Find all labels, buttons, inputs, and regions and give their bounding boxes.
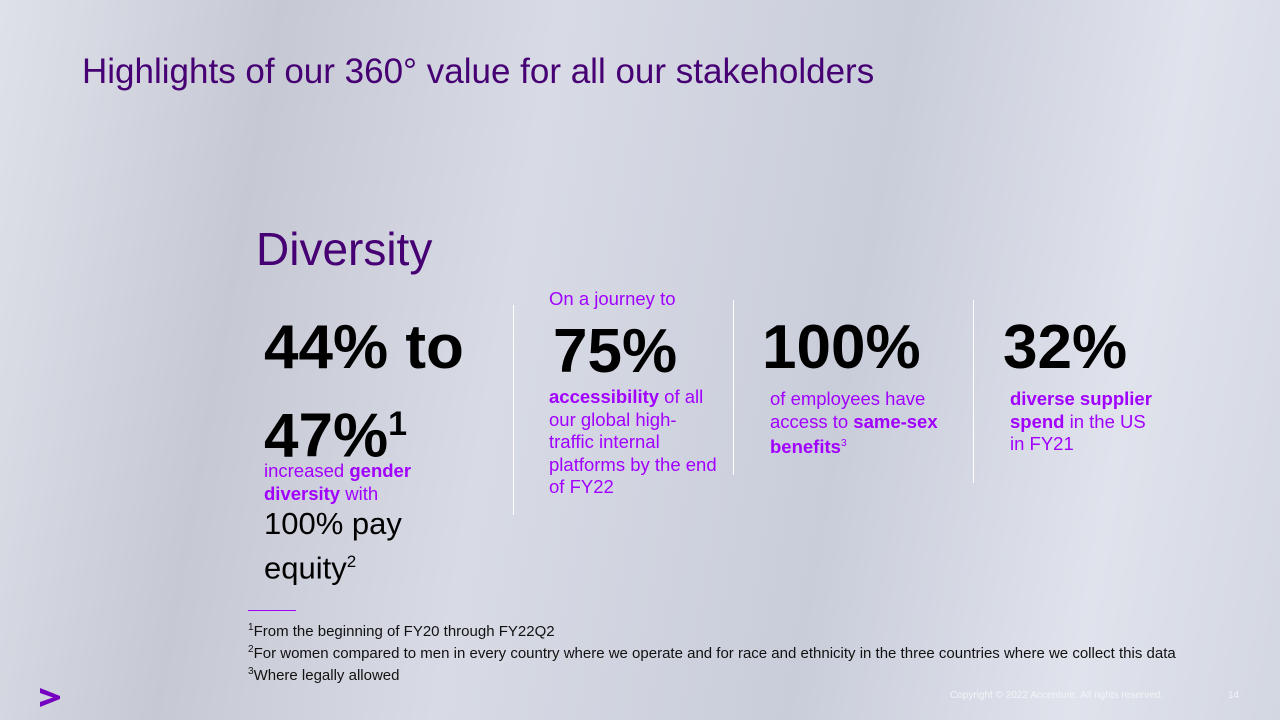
- logo: [40, 688, 60, 707]
- footnote: 3Where legally allowed: [248, 663, 1176, 685]
- stat-text: diverse supplier spend in the US in FY21: [1010, 388, 1160, 456]
- text: in the US in FY21: [1010, 410, 1146, 455]
- footnote-ref: 2: [346, 552, 357, 571]
- slide-title: Highlights of our 360° value for all our…: [82, 52, 875, 91]
- extra-text: 100% pay equity: [264, 506, 402, 586]
- stat-figure: 75%: [553, 314, 723, 390]
- stat-intro: On a journey to: [549, 288, 676, 309]
- figure-text: 44% to 47%: [264, 313, 464, 471]
- stat-extra: 100% pay equity2: [264, 505, 434, 587]
- stat-text: increased gender diversity with 100% pay …: [264, 460, 484, 587]
- text: with: [340, 482, 379, 504]
- stat-text: of employees have access to same-sex ben…: [770, 388, 955, 459]
- stat-figure: 44% to 47%1: [264, 310, 494, 475]
- divider: [733, 300, 734, 475]
- copyright: Copyright © 2022 Accenture. All rights r…: [950, 690, 1164, 701]
- footnote-text: Where legally allowed: [253, 667, 400, 684]
- text: increased: [264, 460, 350, 481]
- section-title: Diversity: [256, 223, 433, 275]
- footnote-mark: 1: [248, 622, 254, 633]
- divider: [513, 305, 514, 515]
- figure-text: 32%: [1003, 313, 1128, 382]
- highlight: diverse supplier spend: [1010, 388, 1152, 432]
- figure-text: 100%: [762, 313, 921, 382]
- figure-text: 75%: [553, 317, 678, 386]
- footnote-ref: 1: [388, 405, 408, 443]
- footnote-rule: [248, 610, 296, 611]
- text: of all our global high-traffic internal …: [549, 386, 717, 497]
- divider: [973, 300, 974, 483]
- page-number: 14: [1228, 690, 1240, 701]
- footnotes: 1From the beginning of FY20 through FY22…: [248, 619, 1176, 685]
- highlight: same-sex benefits: [770, 410, 938, 458]
- footnote-mark: 2: [248, 644, 254, 655]
- stat-text: accessibility of all our global high-tra…: [549, 386, 719, 499]
- highlight: gender diversity: [264, 460, 412, 504]
- footnote: 2For women compared to men in every coun…: [248, 641, 1176, 663]
- stat-figure: 100%: [762, 310, 962, 386]
- footnote: 1From the beginning of FY20 through FY22…: [248, 619, 1176, 641]
- footnote-text: For women compared to men in every count…: [253, 645, 1176, 662]
- logo-mark: [40, 688, 60, 707]
- highlight: accessibility: [549, 386, 660, 407]
- footnote-ref: 3: [840, 438, 847, 449]
- footnote-text: From the beginning of FY20 through FY22Q…: [253, 623, 555, 640]
- text: of employees have access to: [770, 388, 926, 432]
- stat-figure: 32%: [1003, 310, 1203, 386]
- footnote-mark: 3: [248, 666, 254, 677]
